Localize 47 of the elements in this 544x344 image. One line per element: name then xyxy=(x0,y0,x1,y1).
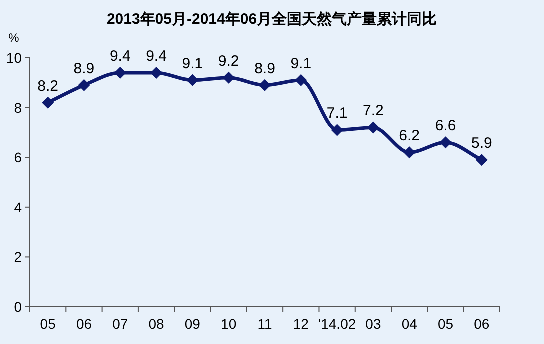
point xyxy=(440,136,452,149)
data-label: 9.4 xyxy=(110,48,131,65)
data-label: 7.2 xyxy=(363,102,384,120)
data-label: 7.1 xyxy=(326,105,348,122)
data-label: 5.9 xyxy=(471,135,492,152)
x-tick-label: '14.02 xyxy=(318,316,356,332)
data-label: 9.1 xyxy=(182,55,204,72)
data-label: 8.9 xyxy=(74,60,95,78)
x-tick-label: 10 xyxy=(221,316,237,332)
x-tick-label: 03 xyxy=(366,316,382,332)
y-tick-label: 0 xyxy=(14,299,22,315)
point xyxy=(367,122,380,134)
x-tick-label: 05 xyxy=(438,316,454,332)
point xyxy=(150,66,163,79)
point xyxy=(476,154,488,166)
x-tick-label: 04 xyxy=(402,316,418,332)
point xyxy=(259,79,271,92)
point xyxy=(331,124,344,136)
x-tick-label: 11 xyxy=(258,316,272,332)
x-tick-label: 12 xyxy=(293,316,310,332)
y-tick-label: 6 xyxy=(14,150,22,166)
data-label: 6.2 xyxy=(399,128,420,145)
y-tick-label: 10 xyxy=(6,50,22,66)
data-label: 8.2 xyxy=(38,78,59,95)
y-tick-label: 8 xyxy=(14,100,22,116)
point xyxy=(78,79,90,92)
point xyxy=(222,72,235,84)
point xyxy=(186,74,199,86)
x-tick-label: 09 xyxy=(184,316,201,332)
x-tick-label: 07 xyxy=(112,316,128,332)
data-label: 8.9 xyxy=(254,60,276,78)
y-tick-label: 2 xyxy=(14,249,22,266)
data-label: 9.4 xyxy=(146,48,167,65)
x-tick-label: 06 xyxy=(76,316,92,332)
point xyxy=(295,74,308,86)
y-tick-label: 4 xyxy=(14,199,22,216)
x-tick-label: 06 xyxy=(474,316,490,332)
y-axis-title: % xyxy=(8,31,20,45)
x-tick-label: 05 xyxy=(40,316,56,332)
point xyxy=(114,66,126,79)
point xyxy=(42,96,54,109)
data-label: 9.2 xyxy=(218,52,240,70)
data-label: 9.1 xyxy=(290,55,312,72)
chart-title: 2013年05月-2014年06月全国天然气产量累计同比 xyxy=(106,11,438,28)
x-tick-label: 08 xyxy=(148,316,165,332)
point xyxy=(404,146,416,159)
data-label: 6.6 xyxy=(435,118,456,135)
